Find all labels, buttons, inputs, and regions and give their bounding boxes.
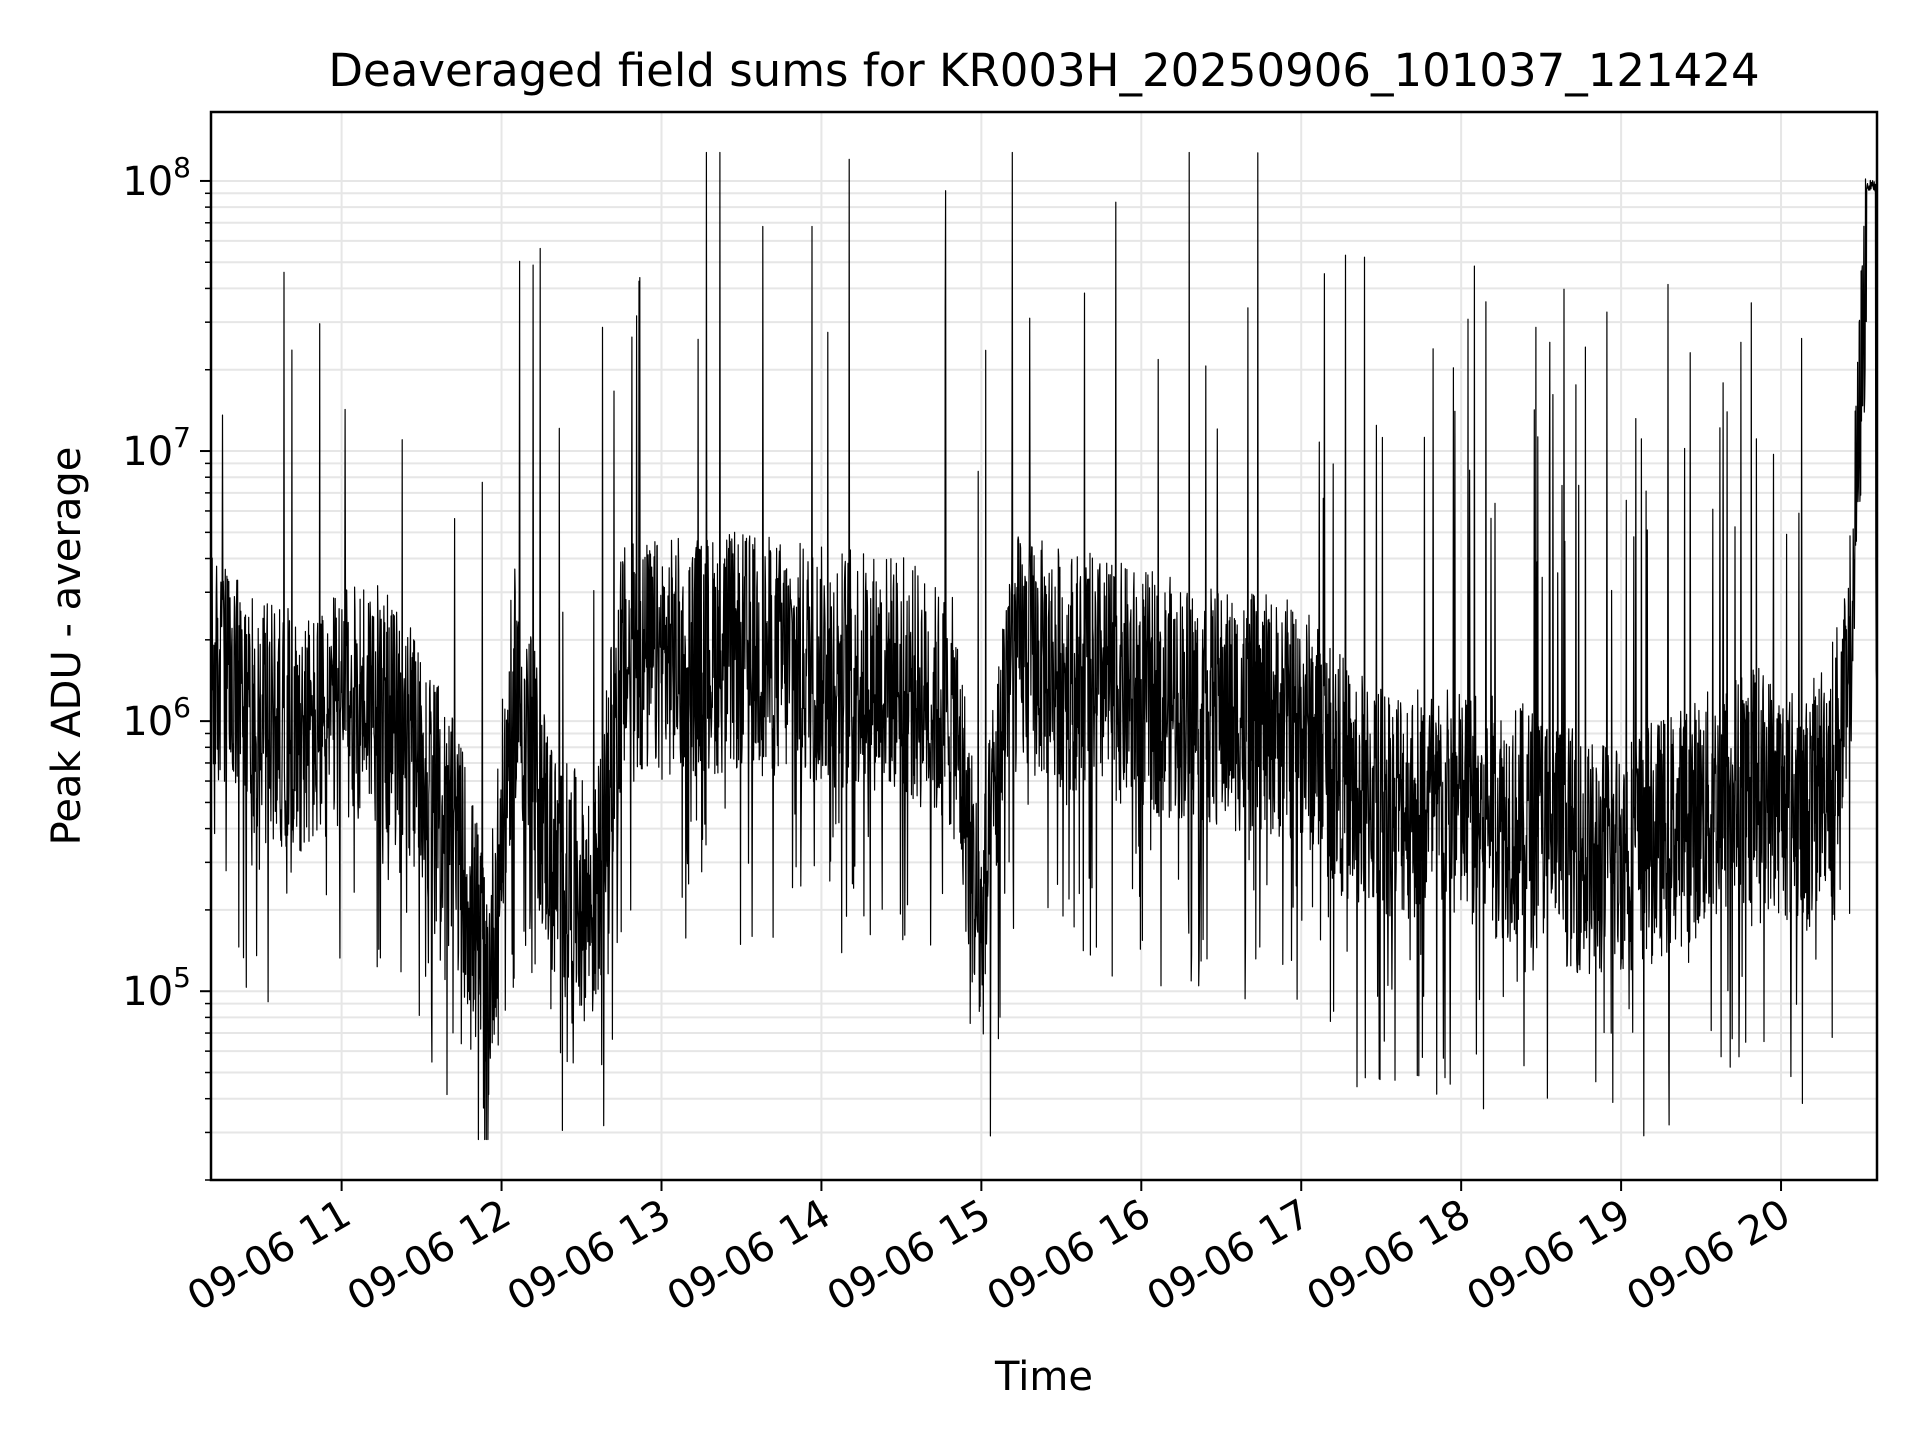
x-tick-label: 09-06 16 [980,1191,1159,1321]
series-line [210,151,1878,1141]
x-tick-label: 09-06 13 [500,1191,679,1321]
y-tick-label: 108 [122,151,191,205]
y-axis-label: Peak ADU - average [44,447,90,846]
x-tick-label: 09-06 19 [1459,1191,1638,1321]
x-tick-label: 09-06 18 [1299,1191,1478,1321]
y-tick-label: 107 [122,421,191,475]
y-tick-label: 106 [122,691,191,745]
y-axis: 105 106 107 108 [122,151,211,1181]
x-tick-label: 09-06 14 [660,1191,839,1321]
x-axis-label: Time [994,1354,1093,1400]
x-tick-label: 09-06 12 [340,1191,519,1321]
x-tick-label: 09-06 15 [820,1191,999,1321]
chart-title: Deaveraged field sums for KR003H_2025090… [328,44,1759,97]
series-group [210,151,1878,1141]
x-tick-label: 09-06 11 [180,1191,359,1321]
x-tick-label: 09-06 17 [1139,1191,1318,1321]
x-tick-label: 09-06 20 [1619,1191,1798,1321]
plot-frame [209,110,1879,1182]
y-tick-label: 105 [122,961,191,1015]
